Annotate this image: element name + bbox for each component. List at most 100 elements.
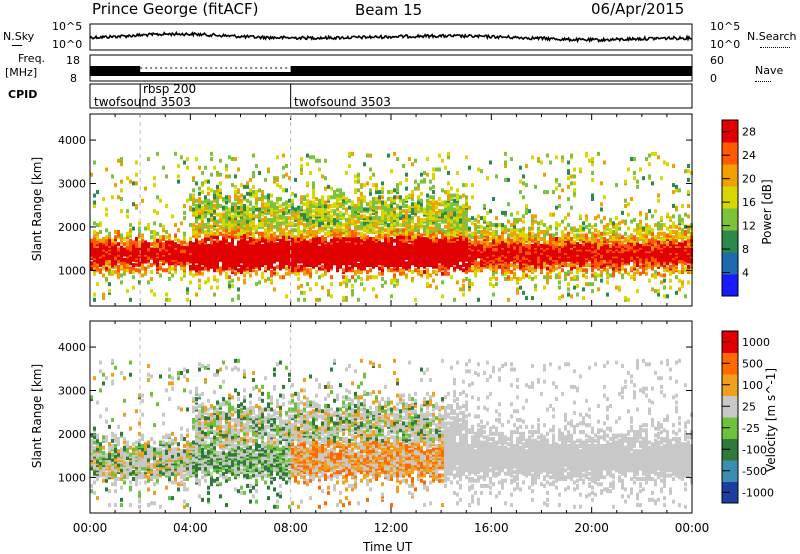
power-cell: [597, 238, 600, 243]
power-cell: [153, 176, 156, 181]
power-cell: [456, 197, 459, 202]
power-cell: [162, 242, 165, 247]
power-cell: [147, 157, 150, 162]
power-cell: [582, 221, 585, 226]
power-cell: [534, 233, 537, 238]
power-cell: [549, 264, 552, 269]
power-cell: [117, 264, 120, 269]
power-cell: [300, 163, 303, 168]
power-cell: [207, 179, 210, 184]
power-cell: [576, 261, 579, 266]
power-cell: [375, 261, 378, 266]
power-cell: [207, 243, 210, 248]
power-cell: [375, 200, 378, 205]
power-cell: [399, 198, 402, 203]
power-cell: [297, 297, 300, 302]
power-cell: [372, 172, 375, 177]
power-cell: [513, 224, 516, 229]
power-cell: [198, 186, 201, 191]
power-cell: [336, 188, 339, 193]
power-cell: [240, 228, 243, 233]
power-cell: [495, 282, 498, 287]
power-cell: [168, 264, 171, 269]
power-cell: [393, 283, 396, 288]
power-cell: [390, 263, 393, 268]
power-cell: [105, 207, 108, 212]
power-cell: [339, 247, 342, 252]
power-cell: [348, 230, 351, 235]
power-cell: [480, 240, 483, 245]
power-cell: [369, 191, 372, 196]
power-cell: [468, 217, 471, 222]
power-cell: [564, 216, 567, 221]
noise-tick-top: 10^5: [52, 20, 83, 33]
power-cell: [195, 292, 198, 297]
power-cell: [132, 202, 135, 207]
power-cell: [351, 275, 354, 280]
power-cell: [120, 162, 123, 167]
nave-tick-bottom: 0: [710, 72, 717, 85]
power-cell: [567, 287, 570, 292]
power-cell: [321, 195, 324, 200]
power-cell: [297, 233, 300, 238]
power-cell: [282, 236, 285, 241]
power-cell: [459, 219, 462, 224]
power-cell: [423, 224, 426, 229]
power-cell: [120, 245, 123, 250]
power-cell: [525, 233, 528, 238]
power-cell: [204, 230, 207, 235]
power-cell: [375, 235, 378, 240]
power-cell: [330, 209, 333, 214]
power-cell: [252, 226, 255, 231]
power-cell: [570, 276, 573, 281]
power-cell: [102, 243, 105, 248]
power-cell: [594, 223, 597, 228]
power-cell: [228, 280, 231, 285]
power-cell: [318, 275, 321, 280]
power-cell: [195, 157, 198, 162]
power-cell: [438, 167, 441, 172]
power-cell: [597, 261, 600, 266]
power-cell: [594, 271, 597, 276]
power-cell: [525, 210, 528, 215]
power-cell: [306, 153, 309, 158]
power-cell: [186, 290, 189, 295]
power-cell: [330, 214, 333, 219]
power-cell: [366, 263, 369, 268]
power-cell: [369, 236, 372, 241]
power-cell: [306, 212, 309, 217]
power-cell: [327, 242, 330, 247]
power-cell: [279, 214, 282, 219]
power-cell: [210, 172, 213, 177]
power-cell: [462, 203, 465, 208]
power-cell: [453, 193, 456, 198]
power-cell: [339, 188, 342, 193]
power-cell: [297, 236, 300, 241]
power-cell: [363, 207, 366, 212]
power-cell: [348, 245, 351, 250]
power-cell: [333, 221, 336, 226]
power-cell: [543, 190, 546, 195]
power-cell: [429, 230, 432, 235]
power-cell: [129, 242, 132, 247]
power-cell: [609, 243, 612, 248]
power-cell: [357, 297, 360, 302]
power-cell: [507, 259, 510, 264]
power-cell: [261, 271, 264, 276]
power-cell: [372, 236, 375, 241]
power-cell: [300, 230, 303, 235]
power-cell: [423, 269, 426, 274]
power-cell: [267, 167, 270, 172]
power-cell: [186, 165, 189, 170]
power-cell: [495, 238, 498, 243]
power-cell: [393, 195, 396, 200]
power-cell: [516, 287, 519, 292]
cpid-label: CPID: [8, 88, 38, 101]
power-cell: [234, 219, 237, 224]
power-cell: [603, 160, 606, 165]
power-cell: [279, 259, 282, 264]
power-cell: [186, 287, 189, 292]
power-cell: [282, 153, 285, 158]
power-cell: [237, 224, 240, 229]
